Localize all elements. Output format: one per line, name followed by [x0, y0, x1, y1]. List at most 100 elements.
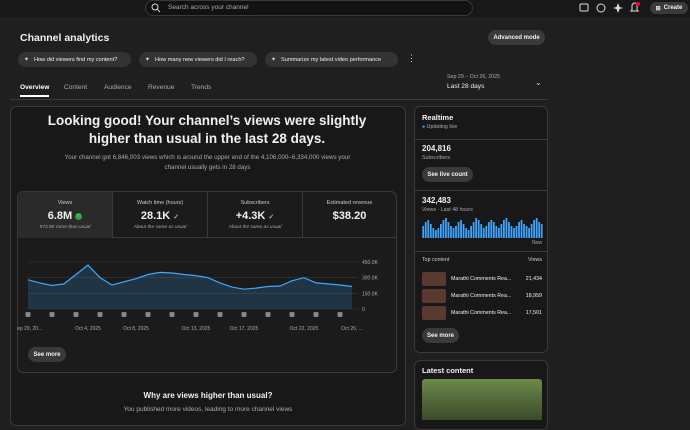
- bar: [442, 220, 445, 238]
- bar: [434, 230, 437, 238]
- video-marker: [97, 312, 103, 317]
- video-marker: [121, 312, 127, 317]
- metric-tile[interactable]: Views 6.8M ↑ 573.5K more than usual: [18, 192, 113, 238]
- views-header: Views: [527, 257, 542, 263]
- video-marker: [145, 312, 151, 317]
- metric-tile[interactable]: Watch time (hours) 28.1K ✓ About the same …: [113, 192, 208, 238]
- y-tick-label: 300.0K: [362, 276, 379, 282]
- bar: [462, 224, 465, 238]
- bar: [450, 226, 452, 238]
- x-tick-label: Oct 4, 2025: [75, 326, 101, 332]
- bar: [518, 222, 520, 238]
- content-views: 17,501: [525, 310, 542, 316]
- area-fill: [28, 265, 352, 309]
- y-tick-label: 0: [362, 307, 365, 313]
- bar: [465, 228, 467, 238]
- dropdown-chevron[interactable]: ⌄: [535, 78, 542, 87]
- metric-label: Estimated revenue: [326, 200, 373, 206]
- bar: [427, 220, 430, 238]
- bar: [497, 228, 500, 238]
- bar: [467, 230, 470, 238]
- bar: [503, 220, 505, 238]
- video-marker: [49, 312, 55, 317]
- suggestion-chip[interactable]: How many new viewers did I reach?: [139, 52, 257, 67]
- bar: [457, 222, 460, 238]
- bar: [422, 226, 425, 238]
- insight-text: You published more videos, leading to mo…: [123, 406, 293, 413]
- divider: [415, 139, 547, 140]
- advanced-mode-button[interactable]: Advanced mode: [488, 30, 545, 45]
- date-range-label[interactable]: Last 28 days: [447, 83, 485, 90]
- x-tick-label: Oct 13, 2025: [182, 326, 211, 332]
- header-icons[interactable]: [578, 2, 648, 14]
- realtime-chart: [422, 218, 543, 238]
- see-more-button[interactable]: See more: [28, 347, 66, 362]
- bar: [447, 222, 450, 238]
- suggestion-chip[interactable]: How did viewers find my content?: [18, 52, 131, 67]
- tab-divider: [10, 99, 548, 100]
- bar: [475, 218, 478, 238]
- page: Search across your channel ⊞ Create Chann…: [0, 0, 690, 420]
- y-tick-label: 450.0K: [362, 260, 379, 266]
- tab[interactable]: Revenue: [148, 84, 175, 91]
- tab[interactable]: Trends: [191, 84, 212, 91]
- realtime-see-more[interactable]: See more: [422, 328, 459, 343]
- x-tick-label: Oct 8, 2025: [123, 326, 149, 332]
- bar: [538, 222, 541, 238]
- bar: [432, 228, 435, 238]
- bar: [530, 224, 533, 238]
- realtime-status: ● Updating live: [422, 124, 458, 130]
- bar: [487, 222, 490, 238]
- bar: [500, 224, 503, 238]
- status-text: Updating live: [426, 124, 458, 130]
- date-range[interactable]: Sep 29 – Oct 26, 2025: [447, 74, 501, 80]
- search-box[interactable]: [145, 0, 473, 16]
- bar: [505, 218, 508, 238]
- video-marker: [193, 312, 199, 317]
- subscriber-count: 204,816: [422, 144, 451, 153]
- y-tick-label: 150.0K: [362, 291, 379, 297]
- content-row[interactable]: Marathi Comments Rea... 21,434: [422, 272, 542, 286]
- more-menu[interactable]: ⋮: [407, 53, 416, 63]
- bar: [477, 220, 480, 238]
- live-count-button[interactable]: See live count: [422, 167, 473, 182]
- bar: [480, 224, 483, 238]
- bar: [520, 220, 523, 238]
- metric-value: +4.3K: [235, 210, 266, 222]
- tab[interactable]: Overview: [20, 84, 50, 97]
- latest-thumbnail[interactable]: [422, 379, 542, 420]
- content-title: Marathi Comments Rea...: [451, 310, 512, 316]
- bar: [470, 226, 473, 238]
- metric-note: About the same as usual: [228, 225, 282, 230]
- x-tick-label: Oct 17, 2025: [230, 326, 259, 332]
- x-tick-label: Oct 22, 2025: [290, 326, 319, 332]
- tab[interactable]: Audience: [104, 84, 132, 91]
- create-button[interactable]: ⊞ Create: [650, 2, 688, 14]
- metric-note: 573.5K more than usual: [39, 225, 91, 230]
- metric-value: $38.20: [332, 210, 367, 222]
- bar: [429, 224, 432, 238]
- headline: Looking good! Your channel’s views were …: [47, 113, 367, 146]
- views-label: Views · Last 48 hours: [422, 207, 473, 213]
- video-marker: [217, 312, 223, 317]
- bar: [513, 228, 515, 238]
- views-count: 342,483: [422, 196, 451, 205]
- bar: [485, 226, 488, 238]
- metric-tile[interactable]: Estimated revenue $38.20: [303, 192, 396, 238]
- content-row[interactable]: Marathi Comments Rea... 18,959: [422, 289, 542, 303]
- metric-value: 28.1K: [140, 210, 171, 222]
- insight-title: Why are views higher than usual?: [143, 391, 273, 400]
- video-marker: [337, 312, 343, 317]
- content-row[interactable]: Marathi Comments Rea... 17,501: [422, 306, 542, 320]
- suggestion-chip[interactable]: Summarize my latest video performance: [265, 52, 398, 67]
- now-label: Now: [531, 240, 542, 246]
- tab[interactable]: Content: [64, 84, 88, 91]
- bar: [515, 226, 518, 238]
- bar: [490, 220, 493, 238]
- divider: [415, 251, 547, 252]
- video-marker: [265, 312, 271, 317]
- bar: [533, 220, 536, 238]
- metric-tile[interactable]: Subscribers +4.3K ✓ About the same as usua…: [208, 192, 303, 238]
- page-title: Channel analytics: [20, 32, 110, 44]
- video-marker: [289, 312, 295, 317]
